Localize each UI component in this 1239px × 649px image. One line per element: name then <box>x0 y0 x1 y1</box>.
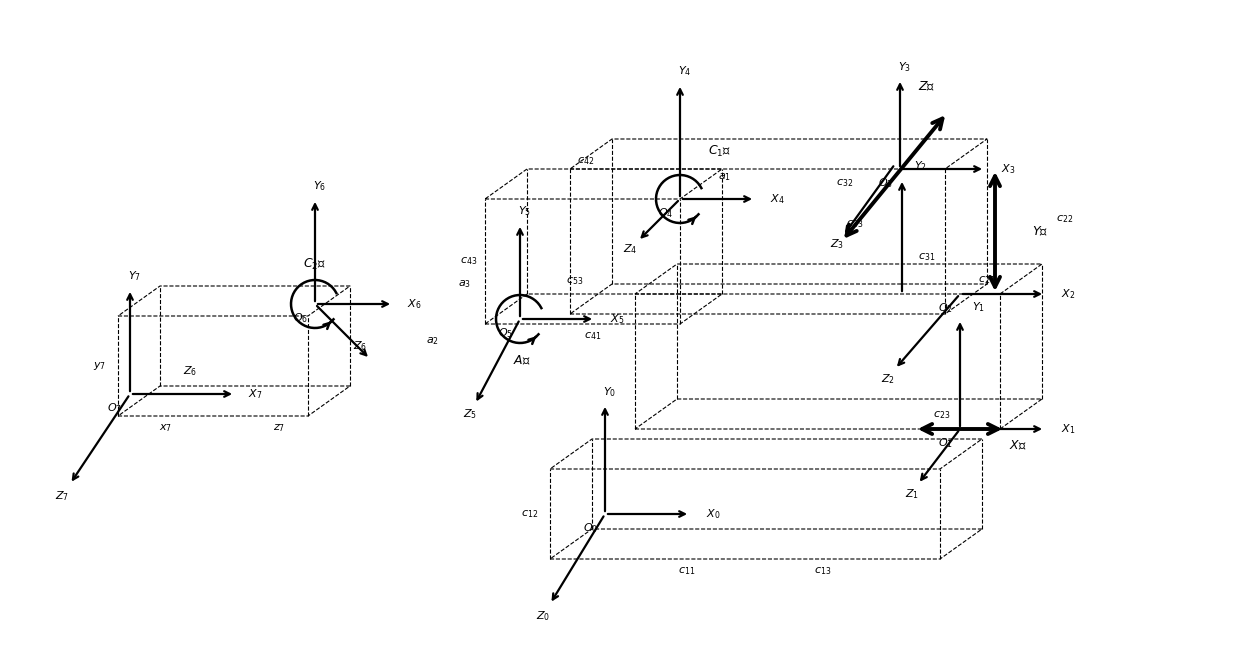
Text: $Z_4$: $Z_4$ <box>623 242 637 256</box>
Text: $c_{23}$: $c_{23}$ <box>933 409 950 421</box>
Text: $Y$轴: $Y$轴 <box>1032 225 1048 239</box>
Text: $Z_5$: $Z_5$ <box>463 407 477 421</box>
Text: $Z_0$: $Z_0$ <box>536 609 550 623</box>
Text: $Y_7$: $Y_7$ <box>129 269 141 283</box>
Text: $Y_1$: $Y_1$ <box>973 300 985 314</box>
Text: $Y_2$: $Y_2$ <box>914 159 927 173</box>
Text: $Z_6$: $Z_6$ <box>353 339 367 353</box>
Text: $O_6$: $O_6$ <box>292 311 309 325</box>
Text: $Y_3$: $Y_3$ <box>898 60 912 74</box>
Text: $O_5$: $O_5$ <box>498 326 513 340</box>
Text: $X_6$: $X_6$ <box>406 297 421 311</box>
Text: $Z_3$: $Z_3$ <box>830 237 844 251</box>
Text: $Y_0$: $Y_0$ <box>603 385 617 399</box>
Text: $a_2$: $a_2$ <box>425 335 439 347</box>
Text: $c_{33}$: $c_{33}$ <box>846 218 864 230</box>
Text: $O_4$: $O_4$ <box>658 206 673 220</box>
Text: $A$轴: $A$轴 <box>513 354 530 367</box>
Text: $Z_1$: $Z_1$ <box>904 487 919 501</box>
Text: $c_{41}$: $c_{41}$ <box>584 330 601 342</box>
Text: $X_7$: $X_7$ <box>248 387 263 401</box>
Text: $c_{21}$: $c_{21}$ <box>978 274 995 286</box>
Text: $Y_4$: $Y_4$ <box>678 64 691 78</box>
Text: $Z$轴: $Z$轴 <box>918 80 935 93</box>
Text: $c_{42}$: $c_{42}$ <box>577 155 595 167</box>
Text: $Z_7$: $Z_7$ <box>55 489 69 503</box>
Text: $X_5$: $X_5$ <box>610 312 624 326</box>
Text: $Y_6$: $Y_6$ <box>313 179 327 193</box>
Text: $c_{32}$: $c_{32}$ <box>836 177 854 189</box>
Text: $a_3$: $a_3$ <box>458 278 472 290</box>
Text: $X$轴: $X$轴 <box>1010 439 1027 452</box>
Text: $c_{12}$: $c_{12}$ <box>520 508 538 520</box>
Text: $X_3$: $X_3$ <box>1001 162 1015 176</box>
Text: $x_7$: $x_7$ <box>159 422 172 434</box>
Text: $c_{11}$: $c_{11}$ <box>678 565 695 577</box>
Text: $c_{13}$: $c_{13}$ <box>814 565 831 577</box>
Text: $X_1$: $X_1$ <box>1061 422 1075 436</box>
Text: $y_7$: $y_7$ <box>93 360 107 372</box>
Text: $c_{43}$: $c_{43}$ <box>460 256 477 267</box>
Text: $O_1$: $O_1$ <box>938 436 953 450</box>
Text: $z_7$: $z_7$ <box>274 422 285 434</box>
Text: $O_3$: $O_3$ <box>878 176 893 190</box>
Text: $C_1$轴: $C_1$轴 <box>707 143 731 158</box>
Text: $X_4$: $X_4$ <box>769 192 784 206</box>
Text: $C_2$轴: $C_2$轴 <box>304 256 327 271</box>
Text: $c_{31}$: $c_{31}$ <box>918 251 935 263</box>
Text: $c_{53}$: $c_{53}$ <box>566 275 584 287</box>
Text: $O_7$: $O_7$ <box>107 401 121 415</box>
Text: $Z_6$: $Z_6$ <box>183 364 197 378</box>
Text: $X_0$: $X_0$ <box>706 507 721 521</box>
Text: $O_0$: $O_0$ <box>582 521 598 535</box>
Text: $Z_2$: $Z_2$ <box>881 372 895 386</box>
Text: $O_2$: $O_2$ <box>938 301 953 315</box>
Text: $X_2$: $X_2$ <box>1061 287 1075 301</box>
Text: $c_{22}$: $c_{22}$ <box>1057 213 1074 225</box>
Text: $Y_5$: $Y_5$ <box>518 204 532 218</box>
Text: $a_1$: $a_1$ <box>717 171 731 183</box>
